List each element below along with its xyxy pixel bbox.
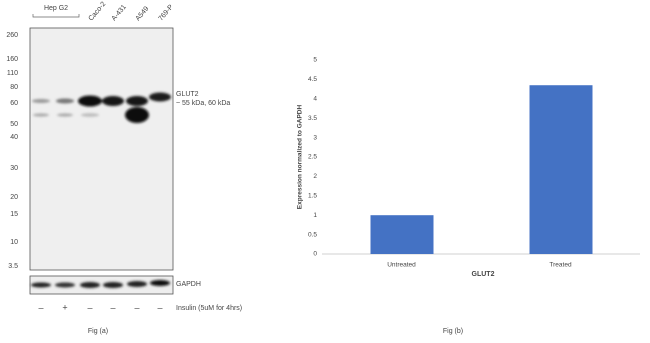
mw-marker: 15 xyxy=(10,211,18,218)
mw-marker: 260 xyxy=(6,32,18,39)
control-label: GAPDH xyxy=(176,281,201,288)
y-tick-label: 3 xyxy=(313,134,317,141)
group-bracket xyxy=(32,14,80,18)
y-tick-label: 4 xyxy=(313,96,317,103)
y-axis-label: Expression normalized to GAPDH xyxy=(297,105,304,210)
treatment-sign: – xyxy=(134,302,139,312)
bar xyxy=(529,85,593,254)
treatment-sign: – xyxy=(38,302,43,312)
target-label: GLUT2 xyxy=(176,91,199,98)
bands xyxy=(31,92,171,288)
y-tick-label: 5 xyxy=(313,57,317,64)
treatment-sign: + xyxy=(62,302,67,312)
y-tick-label: 1 xyxy=(313,212,317,219)
gapdh-membrane xyxy=(29,275,174,295)
y-tick-label: 1.5 xyxy=(308,193,317,200)
caption-b: Fig (b) xyxy=(443,328,463,335)
y-tick-label: 0.5 xyxy=(308,231,317,238)
lane-label: Caco-2 xyxy=(88,1,108,23)
blot-membrane xyxy=(29,27,174,271)
mw-marker: 10 xyxy=(10,239,18,246)
bar xyxy=(370,215,434,254)
mw-marker: 20 xyxy=(10,194,18,201)
treatment-sign: – xyxy=(157,302,162,312)
lane-label: A549 xyxy=(135,5,151,22)
mw-marker: 160 xyxy=(6,56,18,63)
y-tick-label: 0 xyxy=(313,251,317,258)
caption-a: Fig (a) xyxy=(88,328,108,335)
mw-marker: 3.5 xyxy=(8,263,18,270)
treatment-label: Insulin (5uM for 4hrs) xyxy=(176,305,242,312)
group-label: Hep G2 xyxy=(44,5,68,12)
y-tick-label: 2.5 xyxy=(308,154,317,161)
lane-label: 769-P xyxy=(158,3,176,22)
mw-marker: 50 xyxy=(10,121,18,128)
x-tick-label: Untreated xyxy=(387,262,416,269)
y-tick-label: 3.5 xyxy=(308,115,317,122)
treatment-sign: – xyxy=(87,302,92,312)
mw-marker: 80 xyxy=(10,84,18,91)
x-tick-label: Treated xyxy=(549,262,572,269)
y-tick-label: 2 xyxy=(313,173,317,180)
x-axis-label: GLUT2 xyxy=(472,271,495,278)
mw-marker: 30 xyxy=(10,165,18,172)
target-size: ~ 55 kDa, 60 kDa xyxy=(176,100,230,107)
mw-marker: 40 xyxy=(10,134,18,141)
mw-marker: 60 xyxy=(10,100,18,107)
lane-label: A-431 xyxy=(111,4,128,23)
treatment-sign: – xyxy=(110,302,115,312)
y-tick-label: 4.5 xyxy=(308,76,317,83)
mw-marker: 110 xyxy=(7,70,18,77)
